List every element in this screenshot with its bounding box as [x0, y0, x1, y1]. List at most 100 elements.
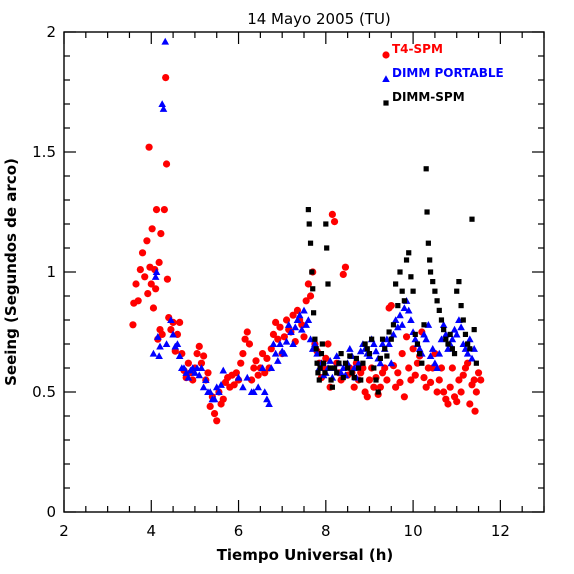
chart-title: 14 Mayo 2005 (TU): [247, 10, 391, 28]
data-point: [184, 359, 192, 367]
data-point: [474, 369, 483, 377]
data-point: [141, 273, 149, 281]
data-point: [313, 346, 319, 352]
data-point: [360, 360, 366, 366]
data-point: [423, 166, 429, 172]
data-point: [399, 288, 405, 294]
data-point: [248, 376, 256, 384]
data-point: [353, 355, 359, 361]
data-point: [451, 351, 458, 357]
data-point: [230, 381, 238, 389]
data-point: [319, 341, 325, 347]
data-point: [427, 257, 433, 263]
data-point: [318, 351, 325, 357]
data-point: [193, 350, 201, 358]
data-point: [311, 310, 317, 316]
y-tick-label: 0.5: [32, 383, 56, 401]
data-point: [384, 353, 390, 359]
data-point: [358, 377, 364, 383]
data-point: [468, 354, 476, 362]
data-point: [219, 366, 228, 374]
data-point: [414, 341, 421, 347]
x-tick-label: 8: [321, 522, 331, 540]
data-point: [309, 269, 315, 275]
data-point: [454, 288, 460, 294]
data-point: [408, 274, 414, 280]
data-point: [387, 302, 395, 310]
data-point: [143, 237, 151, 245]
data-point: [400, 304, 409, 312]
data-point: [267, 364, 276, 372]
data-point: [250, 388, 258, 396]
data-point: [382, 346, 388, 352]
data-point: [147, 280, 155, 288]
data-point: [471, 327, 477, 333]
data-point: [291, 323, 300, 331]
data-point: [217, 381, 225, 388]
data-point: [391, 316, 400, 324]
data-point: [263, 395, 271, 403]
data-point: [189, 376, 197, 384]
data-point: [191, 369, 199, 376]
data-point: [336, 360, 342, 366]
data-point: [398, 321, 406, 328]
data-point: [307, 240, 314, 246]
data-point: [341, 263, 350, 271]
data-point: [136, 266, 144, 274]
data-point: [258, 364, 267, 372]
data-point: [436, 307, 442, 313]
plot-frame: [63, 31, 545, 513]
data-point: [199, 383, 208, 391]
data-point: [157, 230, 165, 238]
data-point: [338, 351, 344, 357]
data-point: [325, 281, 331, 287]
data-point: [411, 371, 419, 379]
data-point: [305, 207, 311, 213]
data-point: [473, 360, 479, 366]
data-point: [345, 365, 351, 371]
data-point: [145, 143, 153, 151]
data-point: [204, 369, 212, 377]
data-point: [282, 337, 291, 345]
legend: T4-SPM DIMM PORTABLE DIMM-SPM: [382, 42, 504, 106]
data-point: [330, 218, 339, 226]
data-point: [180, 364, 188, 372]
data-point: [306, 292, 315, 300]
data-point: [407, 376, 415, 384]
data-point: [311, 340, 319, 348]
data-point: [324, 245, 330, 251]
data-point: [245, 340, 254, 348]
data-point: [370, 383, 378, 391]
data-point: [371, 365, 377, 371]
series-square: [305, 166, 479, 395]
data-point: [433, 388, 441, 396]
legend-marker: [382, 51, 390, 59]
data-point: [302, 297, 310, 305]
data-point: [197, 359, 206, 367]
data-point: [417, 351, 423, 357]
data-point: [394, 369, 402, 377]
data-point: [252, 357, 260, 365]
data-point: [457, 323, 465, 331]
data-point: [435, 349, 444, 357]
data-point: [400, 393, 408, 401]
y-axis-label: Seeing (Segundos de arco): [2, 158, 20, 386]
data-point: [243, 373, 252, 381]
y-tick-label: 0: [46, 503, 56, 521]
data-point: [265, 400, 273, 408]
data-point: [149, 349, 158, 357]
data-point: [439, 321, 448, 328]
data-point: [443, 336, 449, 342]
data-point: [440, 388, 448, 396]
data-point: [457, 388, 465, 396]
data-point: [466, 400, 474, 408]
data-point: [467, 346, 473, 352]
data-point: [234, 373, 243, 381]
data-points: [129, 37, 485, 425]
data-point: [162, 160, 171, 168]
data-point: [463, 349, 472, 357]
data-point: [346, 345, 354, 352]
data-point: [162, 340, 171, 348]
data-point: [393, 281, 399, 287]
